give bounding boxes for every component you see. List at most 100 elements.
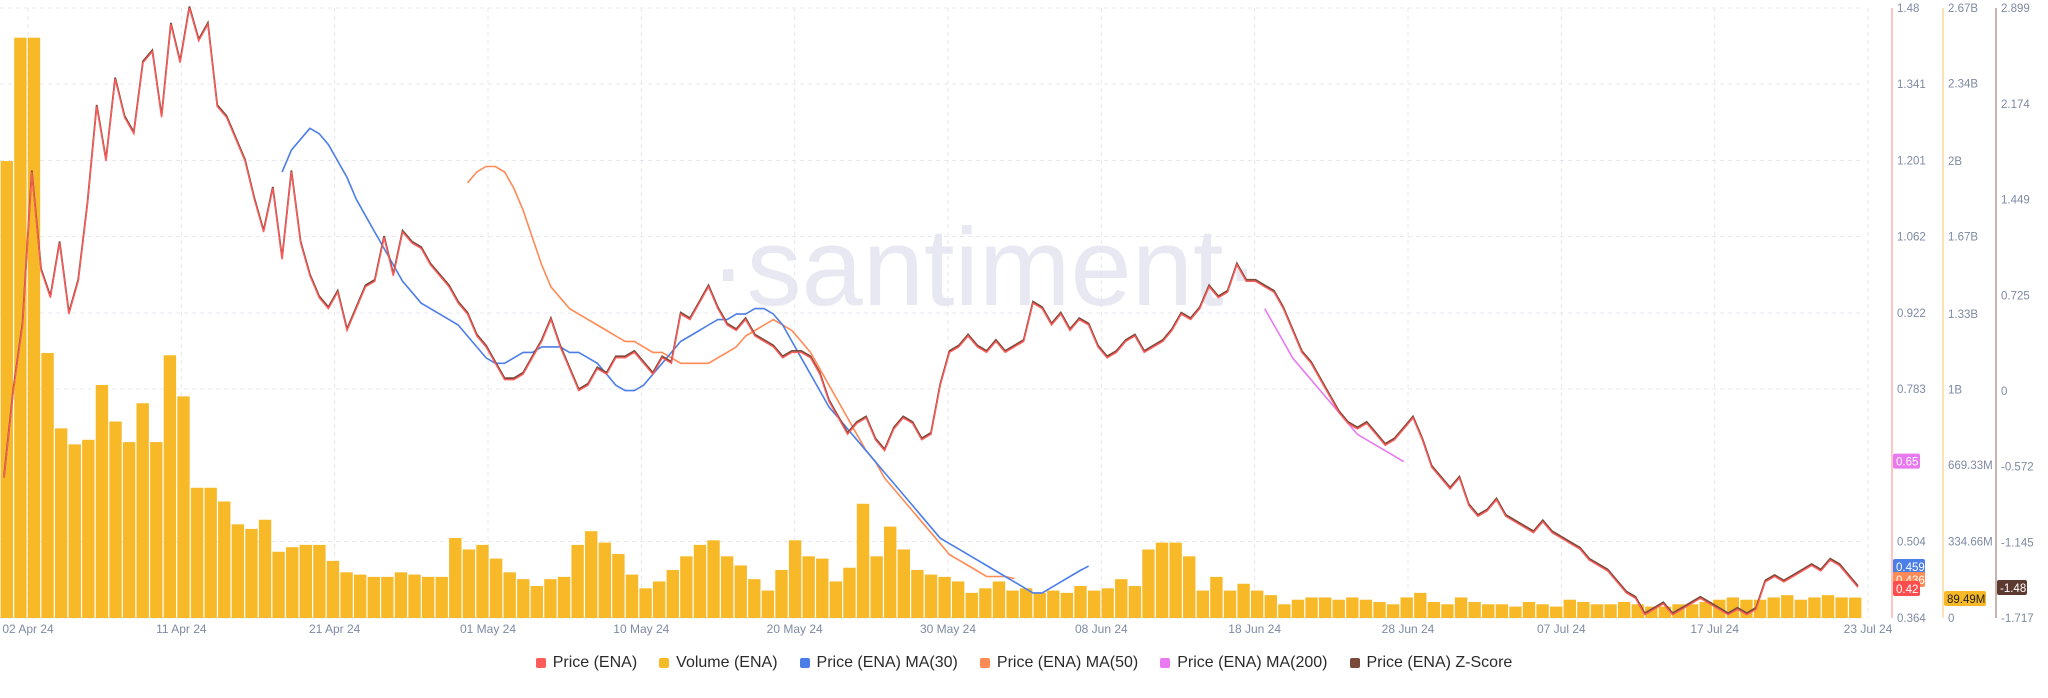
volume-bar [1604, 604, 1617, 618]
gridlines [0, 7, 1869, 619]
volume-bar [1332, 599, 1345, 618]
volume-tick-label: 2.67B [1948, 3, 1978, 15]
volume-bar [1495, 604, 1509, 618]
volume-bar [666, 570, 679, 618]
volume-bar [1645, 606, 1658, 618]
volume-bar [1033, 592, 1046, 618]
volume-bar [897, 549, 911, 618]
volume-bar [1536, 604, 1549, 618]
volume-bar [734, 565, 747, 618]
legend-item[interactable]: Price (ENA) MA(30) [799, 654, 958, 672]
x-tick-label: 01 May 24 [460, 622, 516, 636]
volume-bar [245, 528, 258, 618]
volume-bar [394, 572, 408, 618]
volume-bar [54, 428, 68, 618]
legend-item[interactable]: Price (ENA) MA(200) [1160, 654, 1328, 672]
volume-bar [1441, 604, 1454, 618]
badge-price-ma200-bg [1893, 453, 1920, 469]
legend-swatch [535, 658, 546, 668]
volume-bar [0, 161, 13, 618]
x-tick-label: 23 Jul 24 [1844, 622, 1893, 636]
price-tick-label: 0.504 [1897, 536, 1926, 548]
volume-bar [598, 542, 612, 618]
volume-bar [951, 581, 965, 618]
volume-bar [1563, 599, 1576, 618]
volume-bar [82, 439, 95, 618]
zscore-tick-label: 1.449 [2001, 195, 2030, 207]
volume-bar [1808, 597, 1821, 618]
volume-bar [1617, 602, 1631, 618]
legend-item[interactable]: Price (ENA) Z-Score [1349, 654, 1513, 672]
volume-bar [979, 588, 992, 618]
volume-bar [1087, 590, 1101, 618]
badge-volume-bg [1944, 591, 1986, 606]
volume-bar [1781, 595, 1794, 618]
x-tick-label: 28 Jun 24 [1382, 622, 1435, 636]
legend-label: Price (ENA) MA(50) [996, 654, 1139, 671]
legend-item[interactable]: Price (ENA) [535, 654, 637, 672]
volume-bar [190, 487, 204, 618]
volume-bar [517, 579, 530, 618]
volume-bar [326, 560, 340, 618]
x-tick-label: 21 Apr 24 [309, 622, 361, 636]
volume-bar [150, 442, 163, 618]
volume-bar [707, 540, 720, 618]
legend-item[interactable]: Volume (ENA) [659, 654, 778, 672]
volume-bar [1305, 597, 1318, 618]
volume-bar [625, 574, 639, 618]
badge-price-ma200: 0.65 [1893, 453, 1920, 469]
badge-price-bg [1893, 581, 1920, 596]
volume-tick-label: 2.34B [1948, 78, 1978, 90]
volume-bar [14, 37, 27, 618]
volume-bar [571, 544, 584, 618]
volume-bar [1373, 602, 1386, 618]
legend-item[interactable]: Price (ENA) MA(50) [979, 654, 1139, 672]
volume-bar [884, 526, 897, 618]
volume-bar [489, 558, 503, 618]
volume-bar [761, 590, 775, 618]
volume-bar [1074, 586, 1087, 618]
x-tick-label: 20 May 24 [767, 622, 823, 636]
volume-bar [231, 524, 245, 618]
x-tick-label: 30 May 24 [920, 622, 976, 636]
zscore-tick-label: 2.899 [2001, 3, 2030, 15]
volume-bar [367, 576, 380, 618]
volume-bar [1835, 597, 1848, 618]
volume-bar [1196, 590, 1210, 618]
zscore-tick-label: -0.572 [2001, 462, 2034, 474]
volume-bar [95, 384, 109, 618]
volume-bar [816, 558, 829, 618]
volume-bar [177, 396, 190, 618]
volume-bar [1767, 597, 1780, 618]
volume-bar [1101, 588, 1114, 618]
legend-label: Price (ENA) MA(30) [816, 654, 958, 671]
volume-bar [1658, 606, 1672, 618]
volume-bar [1386, 604, 1400, 618]
badge-volume: 89.49M [1944, 591, 1986, 606]
legend-swatch [659, 658, 670, 668]
x-tick-label: 02 Apr 24 [2, 622, 54, 636]
axes: 1.48 1.341 1.201 1.062 0.922 0.783 0.504 0.364 2… [2, 3, 2033, 636]
badge-price-ma30-text: 0.459 [1896, 562, 1925, 574]
x-tick-label: 08 Jun 24 [1075, 622, 1128, 636]
volume-bar [313, 544, 326, 618]
volume-tick-label: 1.67B [1948, 231, 1978, 243]
volume-bar [204, 487, 217, 618]
legend-swatch [799, 658, 810, 668]
volume-bar [1821, 595, 1835, 618]
volume-tick-label: 0 [1948, 613, 1954, 625]
volume-bar [435, 576, 448, 618]
volume-bar [639, 588, 652, 618]
zscore-tick-label: 0 [2001, 386, 2007, 398]
volume-bar [775, 570, 788, 618]
badge-price: 0.42 [1893, 581, 1920, 596]
badge-price-ma200-text: 0.65 [1896, 457, 1918, 469]
volume-bar [136, 403, 149, 618]
volume-bar [1250, 590, 1264, 618]
volume-bar [1414, 592, 1427, 618]
volume-bar [585, 531, 598, 618]
volume-tick-label: 669.33M [1948, 460, 1993, 472]
legend-label: Price (ENA) Z-Score [1366, 654, 1513, 671]
